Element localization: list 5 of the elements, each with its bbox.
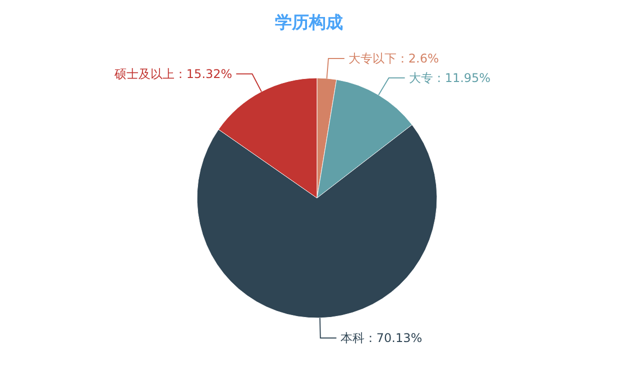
- slice-label: 本科：70.13%: [340, 331, 422, 346]
- slice-label: 大专：11.95%: [408, 71, 491, 86]
- chart-title: 学历构成: [275, 13, 343, 33]
- slice-label: 硕士及以上：15.32%: [113, 67, 232, 82]
- slice-label: 大专以下：2.6%: [348, 52, 439, 66]
